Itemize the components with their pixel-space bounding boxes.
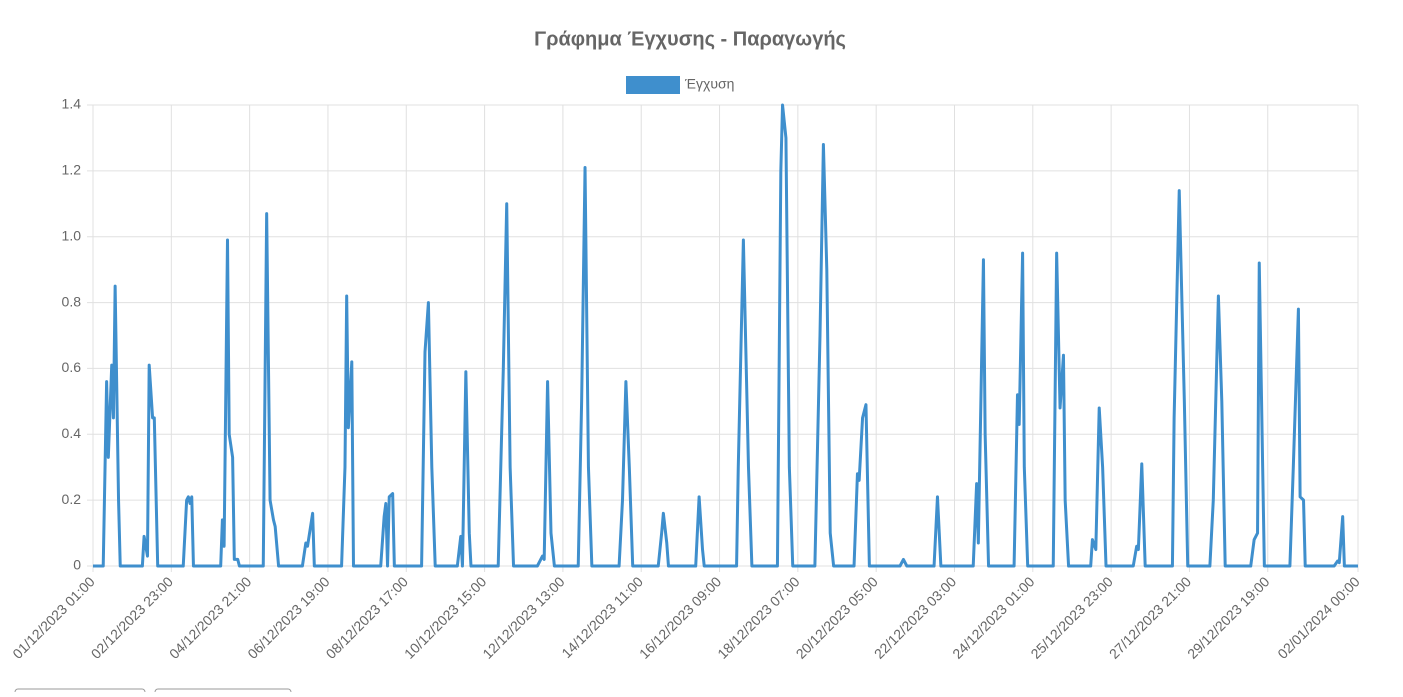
x-tick-label: 20/12/2023 05:00 [793,573,882,662]
y-tick-label: 1.4 [62,96,82,112]
y-tick-label: 1.2 [62,162,82,178]
x-tick-label: 04/12/2023 21:00 [166,573,255,662]
y-tick-label: 0.8 [62,293,82,309]
x-tick-label: 02/01/2024 00:00 [1274,573,1363,662]
data-line [93,103,1358,568]
x-tick-label: 10/12/2023 15:00 [401,573,490,662]
chart-title: Γράφημα Έγχυσης - Παραγωγής [534,28,846,50]
x-tick-label: 29/12/2023 19:00 [1184,573,1273,662]
y-tick-label: 0 [73,557,81,573]
y-tick-label: 1.0 [62,227,82,243]
x-tick-label: 14/12/2023 11:00 [558,573,646,661]
x-tick-label: 12/12/2023 13:00 [479,573,568,662]
x-tick-label: 24/12/2023 01:00 [949,573,1038,662]
legend-swatch [626,76,680,94]
y-tick-label: 0.6 [62,359,82,375]
y-tick-label: 0.2 [62,491,82,507]
x-tick-label: 25/12/2023 23:00 [1027,573,1116,662]
x-tick-label: 18/12/2023 07:00 [714,573,803,662]
x-tick-label: 01/12/2023 01:00 [9,573,98,662]
x-tick-label: 02/12/2023 23:00 [88,573,177,662]
x-tick-label: 16/12/2023 09:00 [636,573,725,662]
x-tick-label: 27/12/2023 21:00 [1106,573,1195,662]
x-tick-label: 22/12/2023 03:00 [871,573,960,662]
y-tick-label: 0.4 [62,425,82,441]
x-tick-label: 06/12/2023 19:00 [244,573,333,662]
x-tick-label: 08/12/2023 17:00 [323,573,412,662]
legend-label: Έγχυση [684,76,734,92]
